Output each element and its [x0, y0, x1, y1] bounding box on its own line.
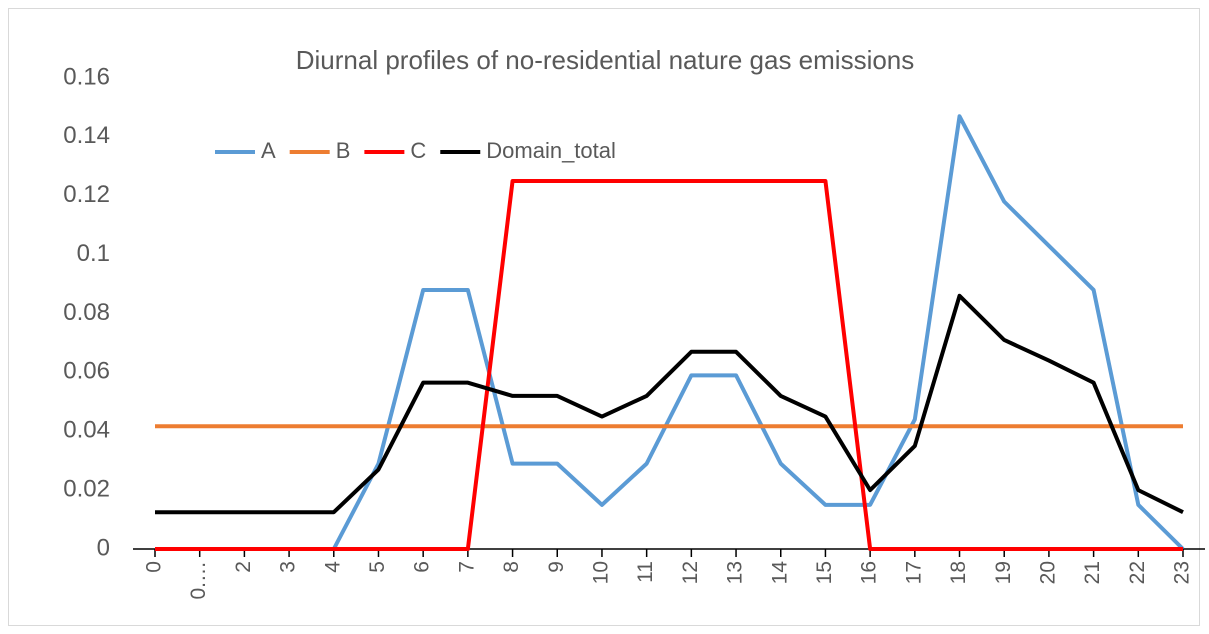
x-tick-label: 0.… — [187, 561, 210, 600]
chart-title: Diurnal profiles of no-residential natur… — [296, 45, 915, 75]
y-tick-label: 0.14 — [63, 122, 110, 149]
x-tick-label: 12 — [679, 561, 702, 584]
chart-frame — [8, 8, 1200, 626]
x-tick-label: 14 — [768, 561, 791, 585]
x-tick-label: 2 — [232, 561, 255, 573]
y-tick-label: 0.06 — [63, 358, 110, 385]
y-tick-label: 0.16 — [63, 63, 110, 90]
x-tick-label: 22 — [1126, 561, 1149, 584]
legend-label: C — [410, 138, 426, 163]
x-tick-label: 21 — [1081, 561, 1104, 584]
x-tick-label: 4 — [321, 561, 344, 573]
y-tick-label: 0 — [97, 534, 110, 561]
x-tick-label: 0 — [143, 561, 166, 573]
y-tick-label: 0.04 — [63, 417, 110, 444]
x-tick-label: 5 — [366, 561, 389, 573]
legend-label: A — [261, 138, 276, 163]
y-tick-label: 0.12 — [63, 181, 110, 208]
y-tick-label: 0.08 — [63, 299, 110, 326]
y-tick-label: 0.1 — [77, 240, 110, 267]
x-tick-label: 23 — [1171, 561, 1194, 584]
x-tick-label: 7 — [455, 561, 478, 573]
x-tick-label: 18 — [947, 561, 970, 584]
x-tick-label: 13 — [724, 561, 747, 584]
x-tick-label: 3 — [277, 561, 300, 573]
x-tick-label: 16 — [858, 561, 881, 584]
x-tick-label: 15 — [813, 561, 836, 584]
y-tick-label: 0.02 — [63, 475, 110, 502]
x-tick-label: 6 — [411, 561, 434, 573]
x-tick-label: 20 — [1036, 561, 1059, 584]
x-tick-label: 19 — [992, 561, 1015, 584]
x-tick-label: 17 — [902, 561, 925, 584]
series-line — [155, 293, 1184, 515]
x-tick-label: 9 — [545, 561, 568, 573]
series-line — [155, 179, 1183, 551]
legend-label: Domain_total — [486, 138, 616, 163]
x-tick-label: 11 — [634, 561, 657, 583]
x-tick-label: 8 — [500, 561, 523, 573]
x-tick-label: 10 — [590, 561, 613, 584]
legend-label: B — [336, 138, 351, 163]
